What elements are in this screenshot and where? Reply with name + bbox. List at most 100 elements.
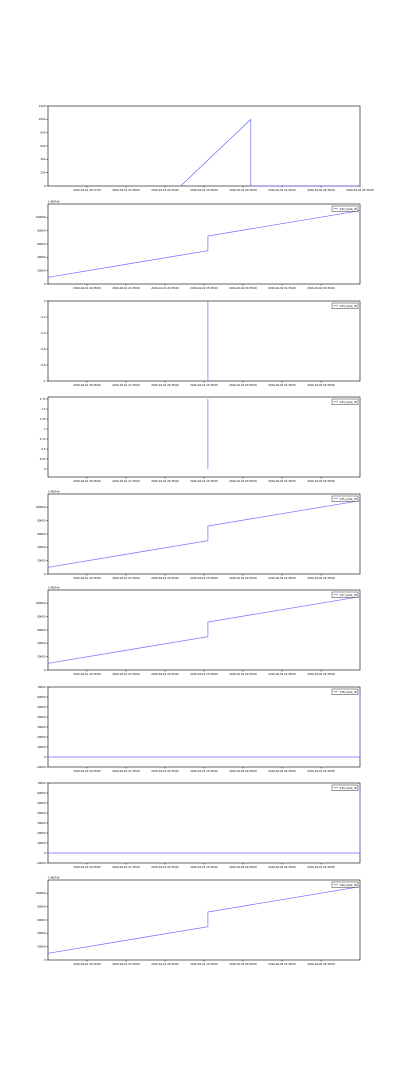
x-tick-label: 2016-04-02 01:38:00 xyxy=(268,962,296,966)
y-tick-label: 50000 xyxy=(37,801,46,805)
y-tick-label: 80000 xyxy=(37,519,46,523)
x-tick-label: 2016-04-01 20:38:00 xyxy=(73,769,101,773)
x-tick-label: 2016-04-02 02:38:00 xyxy=(307,865,335,869)
y-tick-label: 100000 xyxy=(36,891,46,895)
y-tick-label: 20000 xyxy=(37,655,46,659)
x-tick-label: 2016-04-02 00:38:00 xyxy=(229,672,257,676)
x-tick-label: 2016-04-01 23:38:00 xyxy=(190,383,218,387)
legend: 132_byte_dt xyxy=(331,205,359,212)
legend-box xyxy=(331,205,359,212)
y-tick-label: 0 xyxy=(44,282,46,286)
chart-panel-2: 0 20000 40000 60000 80000 100000 2016-04-01 20… xyxy=(36,201,361,290)
x-tick-label: 2016-04-01 23:38:00 xyxy=(190,865,218,869)
axis-offset-label: 1.4667e9 xyxy=(48,201,60,204)
series-line xyxy=(47,596,361,664)
y-tick-label: 200 xyxy=(41,171,46,175)
y-tick-label: 0.25 xyxy=(40,457,46,461)
y-tick-label: 0.75 xyxy=(40,437,46,441)
x-tick-label: 2016-04-01 23:38:00 xyxy=(190,672,218,676)
y-tick-label: 0 xyxy=(44,851,46,855)
y-tick-label: 0 xyxy=(44,184,46,188)
y-tick-label: 0 xyxy=(44,958,46,962)
series-line xyxy=(180,118,360,187)
y-tick-label: 80000 xyxy=(37,229,46,233)
x-tick-label: 2016-04-01 23:38:00 xyxy=(190,286,218,290)
chart-panel-5: 0 20000 40000 60000 80000 100000 2016-04-01 20… xyxy=(36,491,361,580)
x-tick-label: 2016-04-01 21:38:00 xyxy=(112,672,140,676)
x-tick-label: 2016-04-01 22:38:00 xyxy=(151,672,179,676)
legend: 135_byte_dt xyxy=(331,495,359,502)
y-tick-label: 50000 xyxy=(37,705,46,709)
series-line xyxy=(47,886,361,954)
legend: 138_byte_dt xyxy=(331,688,359,695)
y-tick-label: 0 xyxy=(44,755,46,759)
x-tick-label: 2016-04-02 02:38:00 xyxy=(307,479,335,483)
x-tick-label: 2016-04-02 00:38:00 xyxy=(229,479,257,483)
x-tick-label: 2016-04-01 21:38:00 xyxy=(112,962,140,966)
legend-label: 140_byte_dt xyxy=(340,883,358,887)
x-tick-label: 2016-04-01 22:38:00 xyxy=(151,865,179,869)
legend: 139_byte_dt xyxy=(331,784,359,791)
legend: 137_byte_dt xyxy=(331,591,359,598)
chart-panel-7: -10000 0 10000 20000 30000 40000 50000 60000 700… xyxy=(36,685,361,773)
y-tick-label: 40000 xyxy=(37,931,46,935)
y-tick-label: 20000 xyxy=(37,735,46,739)
y-tick-label: 60000 xyxy=(37,242,46,246)
y-tick-label: -10000 xyxy=(36,861,46,865)
plot-frame xyxy=(47,203,361,285)
plot-frame xyxy=(47,589,361,671)
x-tick-label: 2016-04-01 22:38:00 xyxy=(151,286,179,290)
y-tick-label: 1200 xyxy=(39,104,46,108)
legend-label: 133_byte_dt xyxy=(340,304,358,308)
x-tick-label: 2016-04-02 02:38:00 xyxy=(307,962,335,966)
x-tick-label: 2016-04-01 20:38:00 xyxy=(73,672,101,676)
y-tick-label: 80000 xyxy=(37,905,46,909)
x-tick-label: 2016-04-02 02:38:00 xyxy=(307,286,335,290)
y-tick-label: 70000 xyxy=(37,685,46,689)
x-tick-label: 2016-04-02 00:38:00 xyxy=(229,769,257,773)
y-tick-label: 20000 xyxy=(37,831,46,835)
y-tick-label: 30000 xyxy=(37,821,46,825)
chart-panel-8: -10000 0 10000 20000 30000 40000 50000 60000 700… xyxy=(36,781,361,869)
axis-offset-label: 1.4667e9 xyxy=(48,877,60,880)
x-tick-label: 2016-04-01 20:38:00 xyxy=(73,479,101,483)
legend-label: 137_byte_dt xyxy=(340,593,358,597)
x-tick-label: 2016-04-01 22:38:00 xyxy=(151,383,179,387)
x-tick-label: 2016-04-02 00:38:00 xyxy=(229,962,257,966)
series-line xyxy=(47,210,361,278)
y-tick-label: 20000 xyxy=(37,269,46,273)
y-tick-label: -0.2 xyxy=(40,315,45,319)
x-tick-label: 2016-04-01 23:38:00 xyxy=(190,769,218,773)
x-tick-label: 2016-04-01 22:38:00 xyxy=(151,188,179,192)
plot-frame xyxy=(47,879,361,961)
chart-panel-1: 0 200 400 600 800 1000 1200 2016-04-01 20:37:00… xyxy=(39,104,374,192)
legend-label: 134_byte_dt xyxy=(340,400,358,404)
y-tick-label: -0.4 xyxy=(40,331,45,335)
x-tick-label: 2016-04-02 01:38:00 xyxy=(268,576,296,580)
x-tick-label: 2016-04-02 02:38:00 xyxy=(307,672,335,676)
x-tick-label: 2016-04-01 21:38:00 xyxy=(112,383,140,387)
chart-panel-6: 0 20000 40000 60000 80000 100000 2016-04-01 20… xyxy=(36,587,361,676)
legend: 140_byte_dt xyxy=(331,881,359,888)
y-tick-label: 40000 xyxy=(37,811,46,815)
x-tick-label: 2016-04-01 20:38:00 xyxy=(73,383,101,387)
plot-frame xyxy=(47,300,361,382)
series-line xyxy=(48,692,361,758)
legend-label: 135_byte_dt xyxy=(340,497,358,501)
x-tick-label: 2016-04-02 01:38:00 xyxy=(268,865,296,869)
legend: 134_byte_dt xyxy=(331,398,359,405)
y-tick-label: 600 xyxy=(41,144,46,148)
plot-frame xyxy=(47,686,361,768)
legend-box xyxy=(331,881,359,888)
y-tick-label: 1 xyxy=(44,427,46,431)
x-tick-label: 2016-04-02 01:38:00 xyxy=(268,769,296,773)
chart-panel-4: 0 0.25 0.5 0.75 1 1.25 1.5 1.75 2016-04-01 20:38… xyxy=(40,396,361,483)
y-tick-label: 10000 xyxy=(37,745,46,749)
x-tick-label: 2016-04-02 02:38:00 xyxy=(307,769,335,773)
y-tick-label: 100000 xyxy=(36,601,46,605)
x-tick-label: 2016-04-02 03:38:00 xyxy=(346,188,374,192)
x-tick-label: 2016-04-01 21:38:00 xyxy=(112,769,140,773)
chart-panel-9: 0 20000 40000 60000 80000 100000 2016-04-01 20… xyxy=(36,877,361,966)
legend: 133_byte_dt xyxy=(331,302,359,309)
